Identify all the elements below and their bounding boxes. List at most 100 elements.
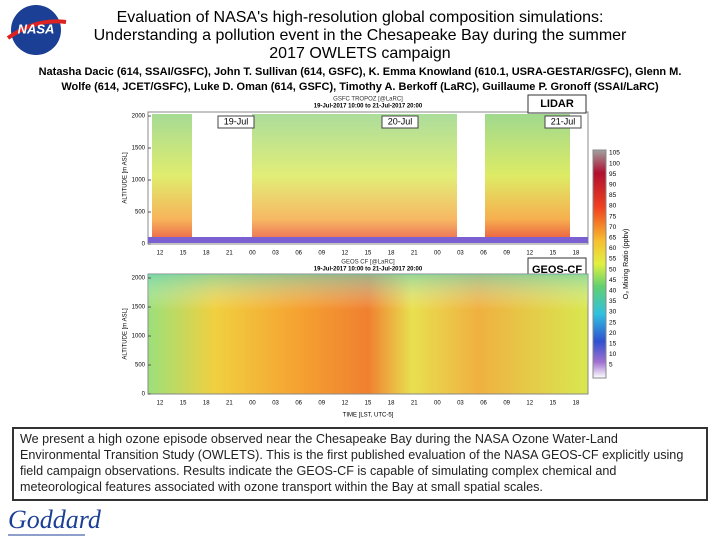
colorbar-tick-label: 20 — [609, 330, 617, 337]
x-tick-label: 15 — [550, 251, 557, 257]
x-tick-label: 00 — [249, 401, 256, 407]
colorbar-tick-label: 10 — [609, 351, 617, 358]
x-tick-label: 09 — [503, 251, 510, 257]
x-tick-label: 06 — [295, 401, 302, 407]
colorbar-tick-label: 85 — [609, 192, 617, 199]
colorbar-tick-label: 5 — [609, 362, 613, 369]
day-label: 20-Jul — [388, 116, 413, 126]
panel-title: GSFC TROPOZ [@LaRC] — [333, 97, 403, 103]
y-tick-label: 1000 — [132, 178, 146, 184]
day-box — [381, 115, 419, 129]
x-tick-label: 00 — [434, 401, 441, 407]
colorbar-label: O₃ Mixing Ratio (ppbv) — [623, 229, 630, 300]
colorbar-tick-label: 55 — [609, 256, 617, 263]
lidar-data — [252, 114, 457, 238]
day-box — [217, 115, 255, 129]
x-tick-label: 12 — [157, 251, 164, 257]
day-label: 21-Jul — [551, 116, 576, 126]
colorbar-tick-label: 65 — [609, 235, 617, 242]
x-tick-label: 18 — [573, 251, 580, 257]
colorbar-tick-label: 30 — [609, 309, 617, 316]
day-box — [544, 115, 582, 129]
colorbar-tick-label: 95 — [609, 171, 617, 178]
y-tick-label: 500 — [135, 210, 146, 216]
x-tick-label: 21 — [411, 251, 418, 257]
lidar-strip — [148, 237, 588, 243]
x-tick-label: 15 — [180, 251, 187, 257]
x-tick-label: 00 — [249, 251, 256, 257]
x-tick-label: 18 — [573, 401, 580, 407]
abstract: We present a high ozone episode observed… — [12, 427, 708, 501]
x-tick-label: 12 — [342, 401, 349, 407]
x-tick-label: 15 — [180, 401, 187, 407]
colorbar-tick-label: 50 — [609, 266, 617, 273]
y-tick-label: 1500 — [132, 146, 146, 152]
colorbar-tick-label: 100 — [609, 160, 620, 167]
x-tick-label: 06 — [480, 251, 487, 257]
tag-box — [527, 94, 587, 114]
panel-subtitle: 19-Jul-2017 10:00 to 21-Jul-2017 20:00 — [314, 267, 423, 273]
goddard-logo: Goddard — [8, 505, 102, 536]
colorbar-tick-label: 40 — [609, 288, 617, 295]
x-tick-label: 09 — [503, 401, 510, 407]
colorbar-tick-label: 80 — [609, 203, 617, 210]
colorbar-tick-label: 25 — [609, 319, 617, 326]
author-line: Wolfe (614, JCET/GSFC), Luke D. Oman (61… — [61, 81, 659, 93]
day-label: 19-Jul — [224, 116, 249, 126]
x-tick-label: 12 — [342, 251, 349, 257]
x-axis-label: TIME [LST, UTC-5] — [343, 413, 394, 419]
x-tick-label: 06 — [480, 401, 487, 407]
panel-subtitle: 19-Jul-2017 10:00 to 21-Jul-2017 20:00 — [314, 104, 423, 110]
x-tick-label: 18 — [388, 401, 395, 407]
y-axis-label: ALTITUDE [m ASL] — [123, 308, 129, 360]
y-tick-label: 1000 — [132, 334, 146, 340]
x-tick-label: 09 — [318, 401, 325, 407]
colorbar-tick-label: 90 — [609, 182, 617, 189]
title-line: Evaluation of NASA's high-resolution glo… — [117, 9, 604, 26]
y-tick-label: 2000 — [132, 276, 146, 282]
y-tick-label: 500 — [135, 363, 146, 369]
x-tick-label: 18 — [388, 251, 395, 257]
title-line: Understanding a pollution event in the C… — [94, 27, 627, 44]
x-tick-label: 09 — [318, 251, 325, 257]
x-tick-label: 03 — [457, 251, 464, 257]
x-tick-label: 21 — [226, 251, 233, 257]
colorbar — [592, 149, 607, 379]
x-tick-label: 15 — [365, 251, 372, 257]
x-tick-label: 15 — [365, 401, 372, 407]
x-tick-label: 03 — [272, 401, 279, 407]
author-line: Natasha Dacic (614, SSAI/GSFC), John T. … — [39, 66, 682, 78]
y-tick-label: 2000 — [132, 114, 146, 120]
x-tick-label: 21 — [226, 401, 233, 407]
x-tick-label: 18 — [203, 401, 210, 407]
y-tick-label: 0 — [142, 242, 146, 248]
lidar-data — [485, 114, 570, 238]
x-tick-label: 12 — [526, 401, 533, 407]
x-tick-label: 18 — [203, 251, 210, 257]
colorbar-tick-label: 45 — [609, 277, 617, 284]
colorbar-tick-label: 75 — [609, 213, 617, 220]
panel-title: GEOS CF [@LaRC] — [341, 260, 395, 266]
title-line: 2017 OWLETS campaign — [269, 45, 450, 62]
y-tick-label: 0 — [142, 392, 146, 398]
colorbar-tick-label: 105 — [609, 150, 620, 157]
footer-logo: Goddard — [8, 505, 102, 534]
geos-field — [148, 274, 588, 394]
logo-text: NASA — [18, 21, 55, 36]
x-tick-label: 03 — [272, 251, 279, 257]
x-tick-label: 21 — [411, 401, 418, 407]
x-tick-label: 00 — [434, 251, 441, 257]
colorbar-tick-label: 15 — [609, 341, 617, 348]
panel-tag: GEOS-CF — [532, 264, 582, 276]
x-tick-label: 12 — [157, 401, 164, 407]
lidar-data — [152, 114, 192, 238]
colorbar-tick-label: 35 — [609, 298, 617, 305]
colorbar-tick-label: 60 — [609, 245, 617, 252]
y-axis-label: ALTITUDE [m ASL] — [123, 152, 129, 204]
colorbar-tick-label: 70 — [609, 224, 617, 231]
x-tick-label: 15 — [550, 401, 557, 407]
panel-tag: LIDAR — [540, 98, 574, 110]
x-tick-label: 03 — [457, 401, 464, 407]
